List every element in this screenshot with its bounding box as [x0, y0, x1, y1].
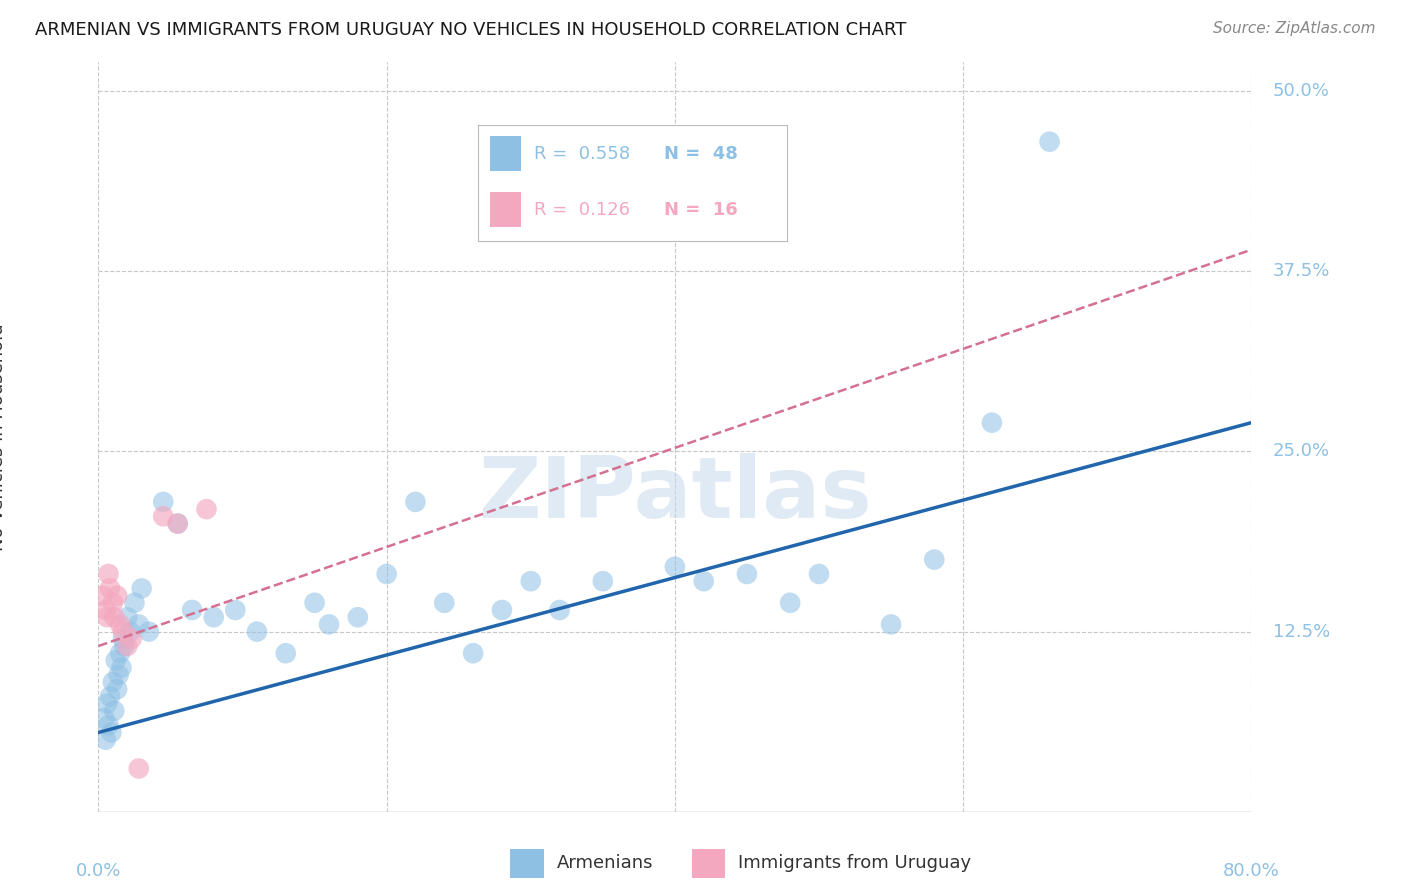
Text: R =  0.558: R = 0.558 — [534, 145, 630, 163]
Bar — [491, 192, 522, 227]
Point — [664, 559, 686, 574]
Point — [117, 639, 138, 653]
Point — [166, 516, 188, 531]
Point — [103, 610, 125, 624]
Point — [94, 732, 117, 747]
Point — [461, 646, 484, 660]
Bar — [491, 136, 522, 171]
Point — [108, 646, 131, 660]
Point — [152, 509, 174, 524]
Point — [274, 646, 297, 660]
Point — [91, 589, 114, 603]
Point — [110, 660, 132, 674]
Text: Armenians: Armenians — [557, 854, 654, 872]
Point — [152, 495, 174, 509]
Point — [96, 697, 118, 711]
Point — [375, 566, 398, 581]
Text: 25.0%: 25.0% — [1272, 442, 1330, 460]
Point — [98, 690, 121, 704]
Point — [101, 675, 124, 690]
Point — [128, 617, 150, 632]
Point — [181, 603, 204, 617]
Point — [807, 566, 830, 581]
Point — [693, 574, 716, 589]
Point — [101, 596, 124, 610]
Point — [97, 718, 120, 732]
Text: ZIPatlas: ZIPatlas — [478, 453, 872, 536]
Text: 37.5%: 37.5% — [1272, 262, 1330, 280]
Point — [100, 725, 122, 739]
Point — [520, 574, 543, 589]
Point — [111, 624, 134, 639]
Point — [124, 596, 146, 610]
Point — [108, 617, 131, 632]
Point — [195, 502, 218, 516]
Text: N =  48: N = 48 — [664, 145, 738, 163]
Point — [318, 617, 340, 632]
Point — [120, 624, 142, 639]
Point — [405, 495, 427, 509]
Point — [1038, 135, 1062, 149]
Text: R =  0.126: R = 0.126 — [534, 201, 630, 219]
Point — [346, 610, 368, 624]
Point — [105, 682, 128, 697]
Point — [121, 632, 143, 646]
Point — [131, 582, 153, 596]
Point — [981, 416, 1004, 430]
Point — [105, 589, 128, 603]
Point — [880, 617, 903, 632]
Point — [202, 610, 225, 624]
Point — [592, 574, 614, 589]
Text: Immigrants from Uruguay: Immigrants from Uruguay — [738, 854, 972, 872]
Point — [779, 596, 801, 610]
Text: ARMENIAN VS IMMIGRANTS FROM URUGUAY NO VEHICLES IN HOUSEHOLD CORRELATION CHART: ARMENIAN VS IMMIGRANTS FROM URUGUAY NO V… — [35, 21, 907, 38]
Text: Source: ZipAtlas.com: Source: ZipAtlas.com — [1212, 21, 1375, 36]
Point — [96, 610, 118, 624]
Point — [107, 668, 129, 682]
Point — [103, 704, 125, 718]
Point — [166, 516, 188, 531]
Point — [138, 624, 160, 639]
Point — [111, 632, 134, 646]
Text: 80.0%: 80.0% — [1223, 863, 1279, 880]
Text: N =  16: N = 16 — [664, 201, 737, 219]
Point — [433, 596, 456, 610]
Point — [548, 603, 571, 617]
Point — [98, 582, 121, 596]
Point — [246, 624, 269, 639]
Text: 50.0%: 50.0% — [1272, 82, 1330, 100]
Bar — [510, 849, 544, 878]
Point — [224, 603, 246, 617]
Point — [93, 711, 115, 725]
Point — [491, 603, 513, 617]
Text: 0.0%: 0.0% — [76, 863, 121, 880]
Point — [304, 596, 326, 610]
Point — [94, 603, 117, 617]
Point — [128, 762, 150, 776]
Point — [97, 566, 120, 581]
Bar — [692, 849, 725, 878]
Point — [104, 653, 127, 667]
Text: 12.5%: 12.5% — [1272, 623, 1330, 640]
Text: No Vehicles in Household: No Vehicles in Household — [0, 323, 7, 551]
Point — [117, 610, 138, 624]
Point — [735, 566, 758, 581]
Point — [924, 552, 946, 566]
Point — [112, 639, 135, 653]
